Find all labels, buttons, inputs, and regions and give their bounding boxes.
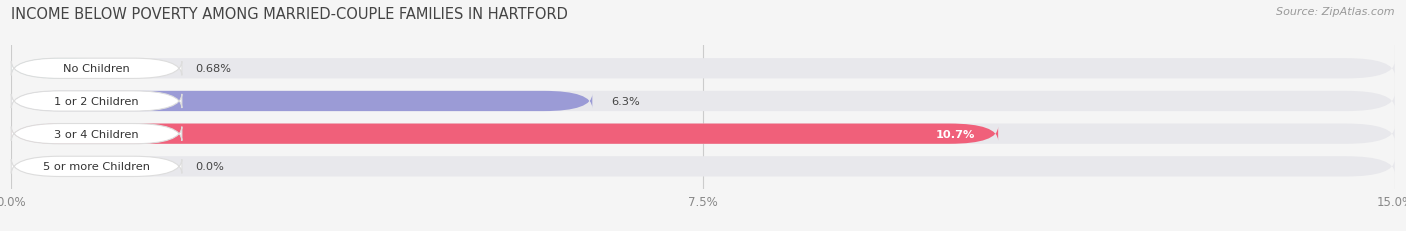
FancyBboxPatch shape <box>11 157 181 177</box>
Text: INCOME BELOW POVERTY AMONG MARRIED-COUPLE FAMILIES IN HARTFORD: INCOME BELOW POVERTY AMONG MARRIED-COUPL… <box>11 7 568 22</box>
Text: 6.3%: 6.3% <box>610 97 640 106</box>
Text: 3 or 4 Children: 3 or 4 Children <box>55 129 139 139</box>
FancyBboxPatch shape <box>11 91 592 112</box>
Text: 1 or 2 Children: 1 or 2 Children <box>55 97 139 106</box>
Text: 0.0%: 0.0% <box>195 162 225 172</box>
Text: No Children: No Children <box>63 64 129 74</box>
FancyBboxPatch shape <box>11 124 1395 144</box>
FancyBboxPatch shape <box>11 124 998 144</box>
Text: 0.68%: 0.68% <box>195 64 232 74</box>
Text: 10.7%: 10.7% <box>936 129 976 139</box>
Text: 5 or more Children: 5 or more Children <box>44 162 150 172</box>
Text: Source: ZipAtlas.com: Source: ZipAtlas.com <box>1277 7 1395 17</box>
FancyBboxPatch shape <box>11 91 181 112</box>
FancyBboxPatch shape <box>11 91 1395 112</box>
FancyBboxPatch shape <box>11 157 1395 177</box>
FancyBboxPatch shape <box>11 124 181 144</box>
FancyBboxPatch shape <box>11 59 181 79</box>
FancyBboxPatch shape <box>11 59 1395 79</box>
FancyBboxPatch shape <box>11 59 118 79</box>
